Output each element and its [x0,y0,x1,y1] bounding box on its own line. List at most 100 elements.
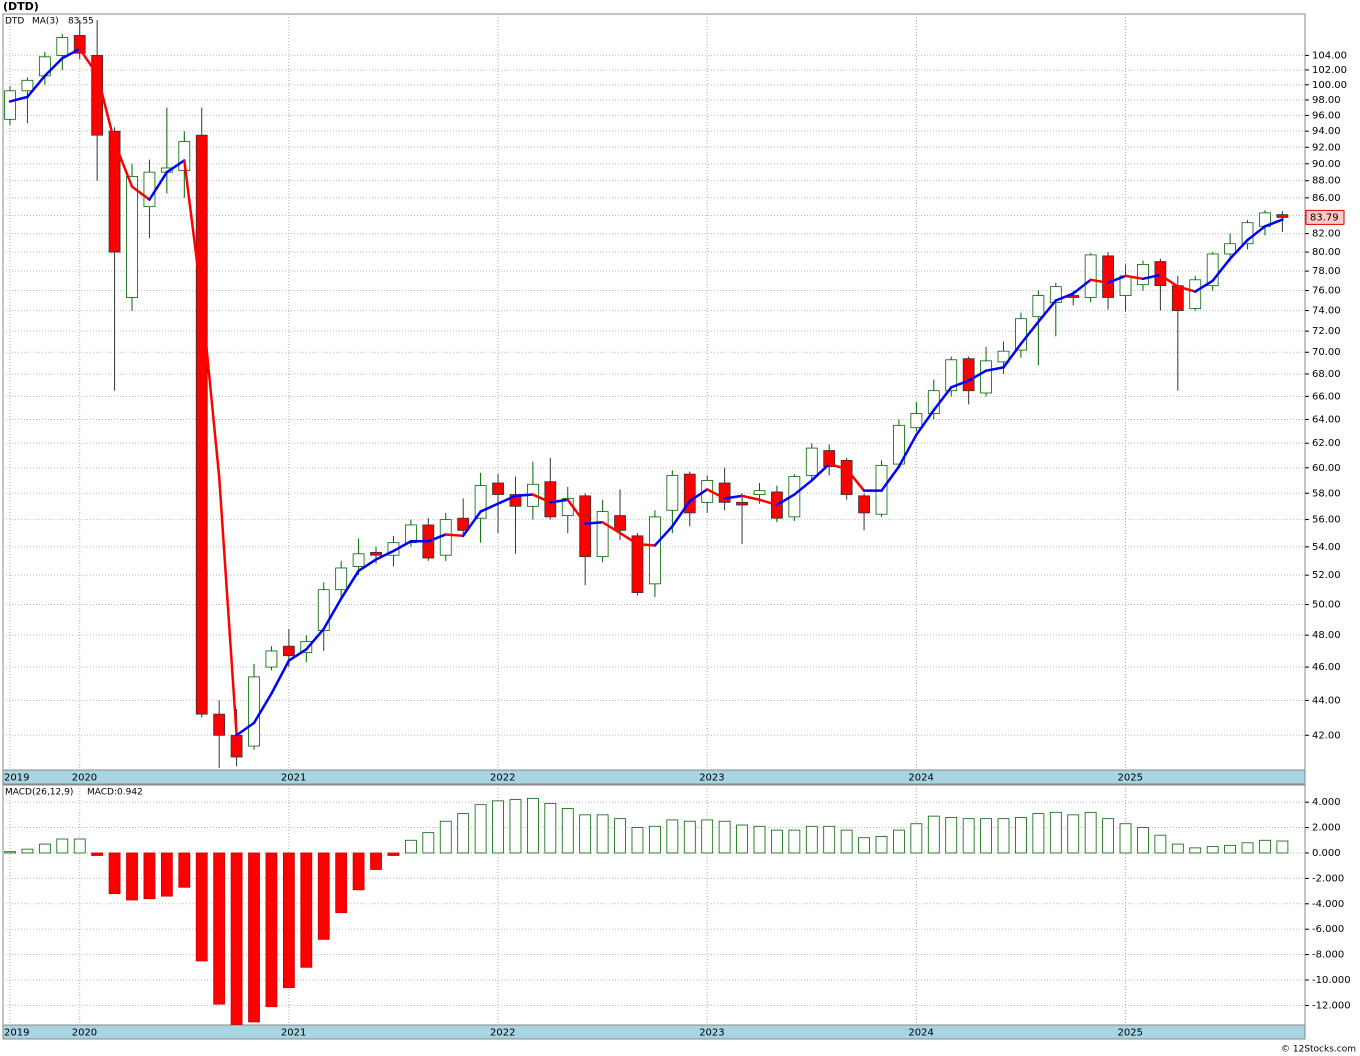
macd-bar [753,825,766,854]
macd-bar [962,818,975,854]
macd-bar [282,852,295,989]
macd-bar [387,852,400,856]
ma-segment [1124,274,1145,281]
macd-bar [230,852,243,1025]
ma-segment [1228,238,1249,260]
y-tick-label: 0.000 [1312,848,1341,859]
ma-segment [183,159,203,301]
ma-segment [26,74,47,99]
y-tick-label: 54.00 [1312,542,1341,553]
ma-segment [1054,292,1075,302]
macd-bar [404,839,417,854]
macd-bar [1171,843,1184,854]
candle-body [248,676,260,747]
ma-segment [758,498,779,507]
y-tick-label: -10.000 [1312,975,1351,986]
macd-bar [422,832,435,854]
last-price-label: 83.79 [1310,212,1339,223]
y-tick-label: -2.000 [1312,873,1344,884]
x-tick-label: 2024 [908,773,933,784]
ma-segment [43,57,64,78]
y-tick-label: 60.00 [1312,463,1341,474]
macd-bar [38,843,51,854]
x-tick-label: 2023 [699,1028,724,1039]
macd-bar [840,829,853,854]
candle-body [230,734,243,758]
ma-segment [1106,274,1127,284]
candle-body [126,175,138,298]
macd-bar [265,852,278,1008]
y-tick-label: 44.00 [1312,695,1341,706]
y-tick-label: 96.00 [1312,110,1341,121]
macd-bar [736,824,748,854]
ma-segment [705,488,726,500]
ma-segment [531,493,552,504]
candle-body [980,360,992,394]
candle-body [666,474,679,511]
macd-bar [771,829,783,854]
ma-segment [827,462,848,471]
legend-ma-name: MA(3) [32,17,59,27]
macd-bar [370,852,382,870]
candle-body [4,90,16,120]
macd-bar [649,825,661,854]
y-tick-label: -6.000 [1312,924,1344,935]
x-tick-label: 2023 [699,773,724,784]
ma-segment [357,558,378,573]
macd-bar [805,825,818,854]
ma-segment [1089,278,1110,284]
macd-bar [980,818,992,854]
macd-bar [509,799,522,854]
macd-bar [1049,811,1062,854]
ma-segment [322,597,343,631]
y-tick-label: 56.00 [1312,515,1341,526]
last-price-tag [1305,209,1345,225]
candle-body [840,459,853,495]
ma-segment [252,692,273,725]
candle-body [1084,254,1097,298]
macd-bar [1189,847,1202,854]
candle-body [404,524,417,544]
macd-bar [1241,842,1254,854]
legend-ma-value: 83.55 [68,17,94,27]
ma-segment [61,47,81,60]
y-tick-label: 86.00 [1312,193,1341,204]
ma-segment [1263,218,1284,228]
y-tick-label: 58.00 [1312,488,1341,499]
candle-body [1137,263,1149,286]
ma-segment [1246,225,1267,242]
ma-segment [1141,273,1162,281]
candle-body [1049,286,1062,303]
ma-segment [1159,273,1180,288]
y-tick-label: 76.00 [1312,286,1341,297]
candle-body [21,79,34,92]
ma-segment [1019,320,1040,345]
candle-body [352,553,365,567]
ma-segment [270,659,291,695]
candle-body [718,482,731,503]
y-tick-label: 74.00 [1312,306,1341,317]
macd-bar [73,838,86,854]
plot-area [2,13,1306,771]
candle-body [457,517,470,531]
candle-body [736,501,748,506]
ma-segment [444,533,465,538]
macd-bar [108,852,121,895]
ma-segment [113,141,134,188]
y-tick-label: 66.00 [1312,391,1341,402]
macd-bar [910,823,923,854]
y-tick-label: 82.00 [1312,229,1341,240]
ma-segment [636,542,657,547]
ma-segment [949,379,970,389]
macd-bar [945,816,958,854]
macd-bar [788,829,801,854]
macd-bar [126,852,138,901]
candle-body [143,171,156,208]
candle-body [683,473,696,514]
y-tick-label: -4.000 [1312,899,1344,910]
ma-segment [496,494,517,505]
ma-segment [1002,342,1023,369]
macd-bar [875,836,888,854]
x-tick-label: 2019 [4,773,29,784]
ma-segment [148,170,169,201]
